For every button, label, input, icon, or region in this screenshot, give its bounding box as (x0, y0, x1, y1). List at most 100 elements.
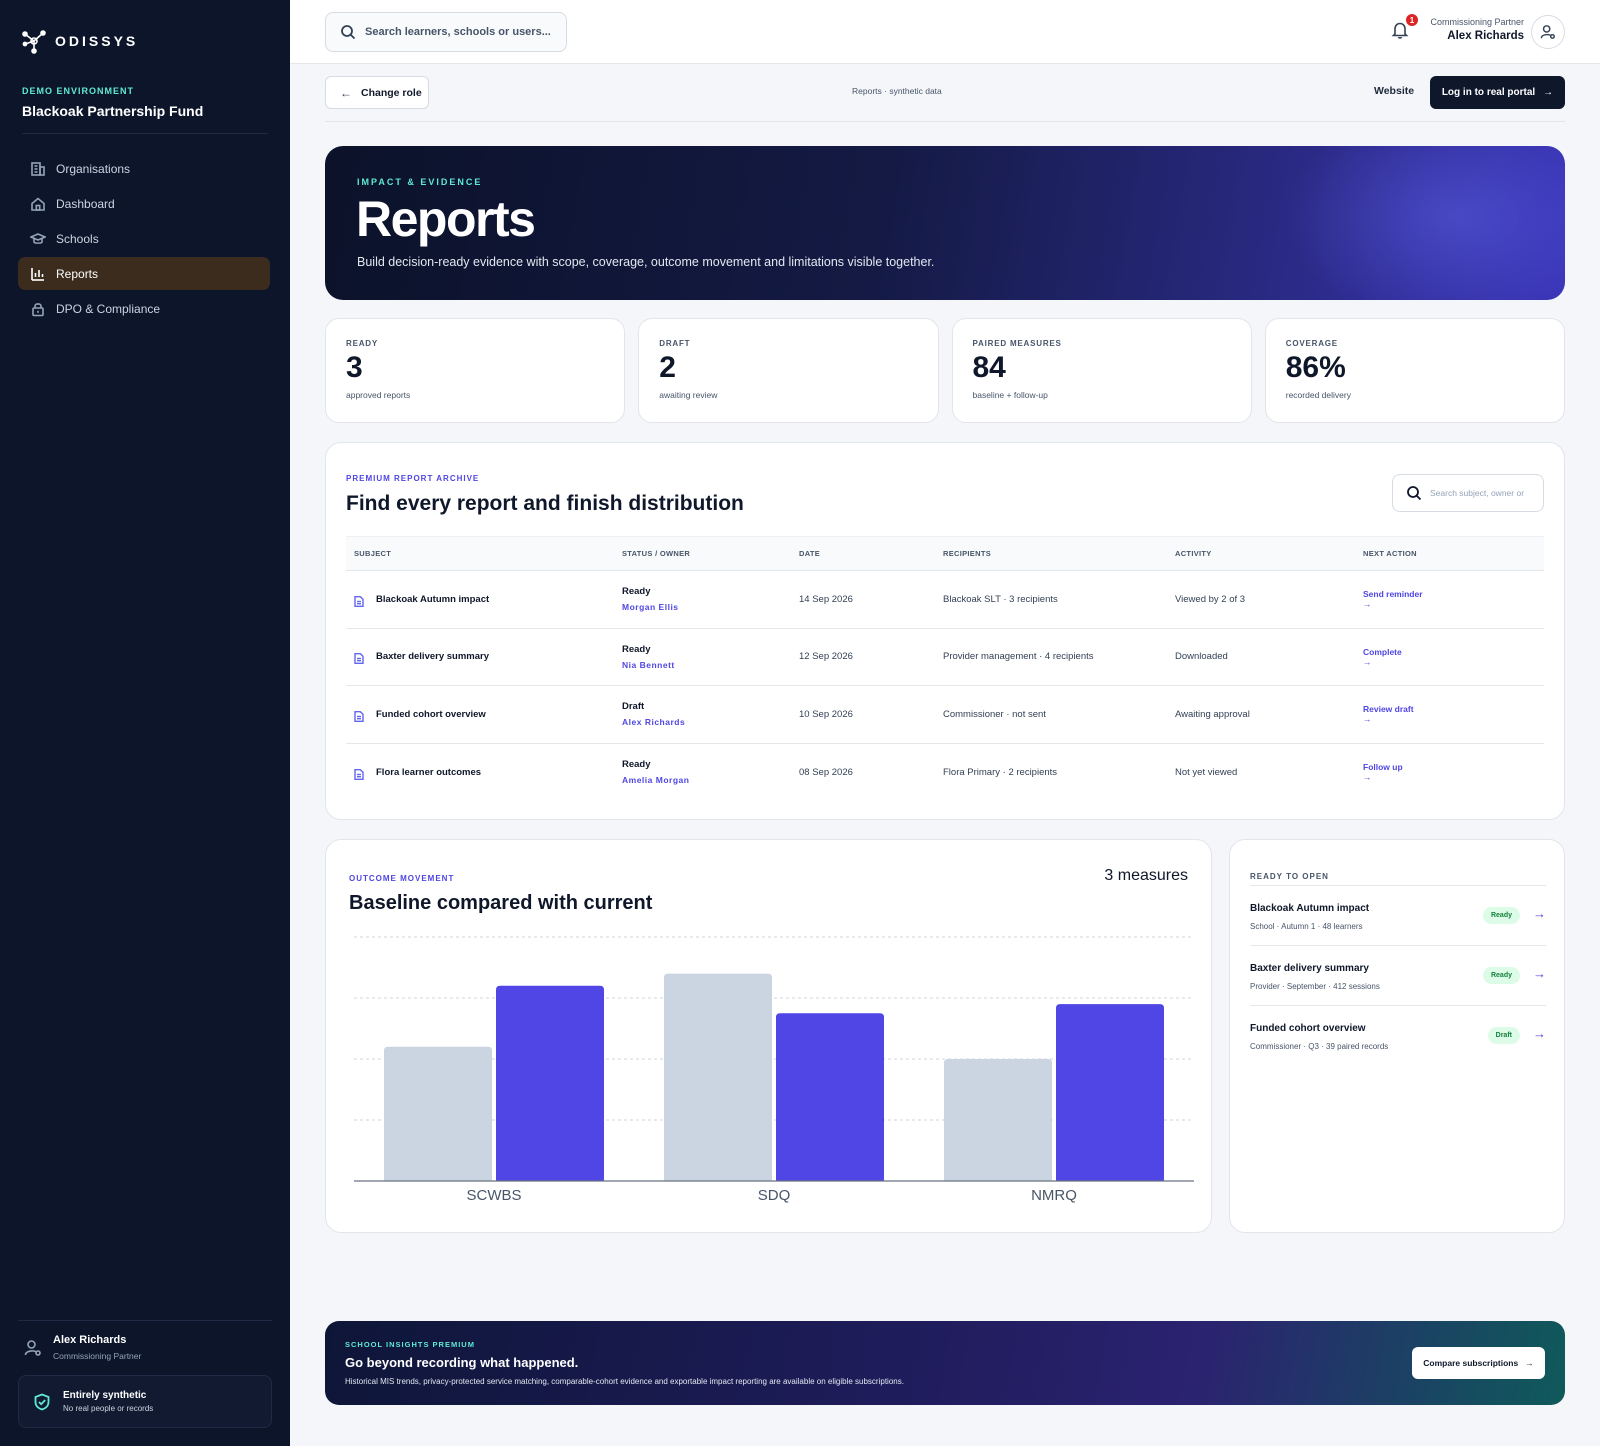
column-header-next-action[interactable]: NEXT ACTION (1363, 549, 1417, 558)
report-status: Ready (622, 643, 651, 655)
odissys-logo[interactable]: ODISSYS (21, 28, 138, 54)
table-row[interactable]: Flora learner outcomes Ready Amelia Morga… (346, 744, 1544, 802)
report-date: 08 Sep 2026 (799, 766, 853, 778)
ready-item-title: Funded cohort overview (1250, 1023, 1366, 1034)
sidebar-item-dpo-compliance[interactable]: DPO & Compliance (18, 292, 270, 325)
global-search-input[interactable]: Search learners, schools or users... (325, 12, 567, 52)
sidebar-user-role: Commissioning Partner (53, 1351, 142, 1361)
report-owner[interactable]: Alex Richards (622, 717, 686, 728)
user-menu-button[interactable] (1531, 15, 1565, 49)
chart-bar (384, 1046, 492, 1181)
arrow-right-icon: → (1363, 599, 1372, 610)
stat-label: DRAFT (659, 339, 691, 348)
report-recipients: Commissioner · not sent (943, 708, 1046, 720)
stat-label: READY (346, 339, 379, 348)
sidebar-item-schools[interactable]: Schools (18, 222, 270, 255)
environment-label: DEMO ENVIRONMENT (22, 86, 135, 96)
ready-item-subtitle: Provider · September · 412 sessions (1250, 982, 1380, 991)
archive-search-input[interactable]: Search subject, owner or (1392, 474, 1544, 512)
search-placeholder: Search learners, schools or users... (365, 26, 551, 38)
list-item[interactable]: Baxter delivery summary Provider · Septe… (1250, 946, 1546, 1006)
report-owner[interactable]: Nia Bennett (622, 659, 675, 670)
stats-row: READY 3 approved reports DRAFT 2 awaitin… (325, 318, 1565, 423)
change-role-label: Change role (361, 86, 422, 99)
sidebar-nav: Organisations Dashboard Schools Reports … (18, 152, 270, 327)
list-item[interactable]: Blackoak Autumn impact School · Autumn 1… (1250, 886, 1546, 946)
next-action-link[interactable]: Review draft → (1363, 704, 1463, 724)
column-header-recipients[interactable]: RECIPIENTS (943, 549, 992, 558)
column-header-status-owner[interactable]: STATUS / OWNER (622, 549, 691, 558)
document-icon (354, 594, 364, 607)
report-subject: Baxter delivery summary (376, 651, 490, 663)
outcome-eyebrow: OUTCOME MOVEMENT (349, 874, 455, 883)
premium-upsell-banner: SCHOOL INSIGHTS PREMIUM Go beyond record… (325, 1321, 1565, 1405)
column-header-date[interactable]: DATE (799, 549, 821, 558)
top-user-role: Commissioning Partner (1430, 17, 1524, 27)
report-activity: Downloaded (1175, 651, 1228, 663)
report-recipients: Provider management · 4 recipients (943, 651, 1094, 663)
sidebar-item-dashboard[interactable]: Dashboard (18, 187, 270, 220)
sidebar-item-reports[interactable]: Reports (18, 257, 270, 290)
stat-card-draft: DRAFT 2 awaiting review (638, 318, 939, 423)
next-action-link[interactable]: Send reminder → (1363, 589, 1463, 609)
premium-subtitle: Historical MIS trends, privacy-protected… (345, 1377, 904, 1386)
logo-mark-icon (22, 30, 46, 54)
stat-label: COVERAGE (1285, 339, 1338, 348)
premium-eyebrow: SCHOOL INSIGHTS PREMIUM (345, 1340, 475, 1349)
breadcrumb: Reports · synthetic data (852, 86, 942, 96)
change-role-button[interactable]: ← Change role (325, 76, 429, 109)
user-settings-icon (1540, 25, 1555, 39)
column-header-subject[interactable]: SUBJECT (354, 549, 392, 558)
arrow-left-icon: ← (340, 85, 352, 100)
chart-bar (1056, 1004, 1164, 1181)
table-row[interactable]: Funded cohort overview Draft Alex Richard… (346, 686, 1544, 744)
stat-sub: baseline + follow-up (972, 390, 1048, 400)
sidebar-user-name: Alex Richards (53, 1334, 127, 1346)
home-icon (31, 196, 45, 211)
compare-subscriptions-button[interactable]: Compare subscriptions → (1412, 1347, 1545, 1379)
shield-check-icon (34, 1393, 50, 1410)
table-row[interactable]: Blackoak Autumn impact Ready Morgan Ellis… (346, 571, 1544, 629)
stat-label: PAIRED MEASURES (972, 339, 1062, 348)
website-link[interactable]: Website (1374, 85, 1415, 97)
status-badge: Ready (1482, 967, 1520, 984)
table-header: SUBJECT STATUS / OWNER DATE RECIPIENTS A… (346, 536, 1544, 571)
outcome-title: Baseline compared with current (349, 892, 653, 914)
user-settings-icon (24, 1340, 41, 1356)
sidebar-item-label: Reports (56, 266, 99, 281)
sidebar-item-organisations[interactable]: Organisations (18, 152, 270, 185)
sidebar-user[interactable]: Alex Richards Commissioning Partner (24, 1334, 141, 1361)
notification-count-badge: 1 (1404, 12, 1420, 28)
notifications-button[interactable]: 1 (1390, 12, 1420, 45)
arrow-right-icon[interactable]: → (1533, 906, 1546, 921)
column-header-activity[interactable]: ACTIVITY (1175, 549, 1212, 558)
stat-value: 2 (659, 351, 676, 384)
table-row[interactable]: Baxter delivery summary Ready Nia Bennett… (346, 629, 1544, 686)
outcome-movement-card: SCWBS SDQ NMRQ OUTCOME MOVEMENT Baseline c… (325, 839, 1212, 1233)
stat-value: 84 (972, 351, 1006, 384)
report-owner[interactable]: Morgan Ellis (622, 602, 679, 613)
status-badge: Draft (1487, 1027, 1520, 1044)
bar-chart-icon (31, 267, 44, 281)
next-action-link[interactable]: Complete → (1363, 647, 1463, 667)
report-date: 12 Sep 2026 (799, 651, 853, 663)
organisation-name: Blackoak Partnership Fund (22, 103, 204, 119)
arrow-right-icon[interactable]: → (1533, 1026, 1546, 1041)
login-real-portal-button[interactable]: Log in to real portal → (1430, 76, 1565, 109)
next-action-label: Complete (1363, 646, 1402, 657)
report-recipients: Blackoak SLT · 3 recipients (943, 593, 1058, 605)
list-item[interactable]: Funded cohort overview Commissioner · Q3… (1250, 1006, 1546, 1066)
document-icon (354, 767, 364, 780)
arrow-right-icon: → (1525, 1358, 1534, 1368)
hero-eyebrow: IMPACT & EVIDENCE (357, 177, 483, 187)
ready-item-subtitle: School · Autumn 1 · 48 learners (1250, 922, 1363, 931)
arrow-right-icon: → (1363, 772, 1372, 783)
stat-card-ready: READY 3 approved reports (325, 318, 626, 423)
report-recipients: Flora Primary · 2 recipients (943, 766, 1058, 778)
report-owner[interactable]: Amelia Morgan (622, 775, 690, 786)
next-action-link[interactable]: Follow up → (1363, 762, 1463, 782)
logo-text: ODISSYS (55, 33, 139, 49)
hero-subtitle: Build decision-ready evidence with scope… (357, 255, 935, 269)
search-icon (1407, 486, 1422, 501)
arrow-right-icon[interactable]: → (1533, 966, 1546, 981)
